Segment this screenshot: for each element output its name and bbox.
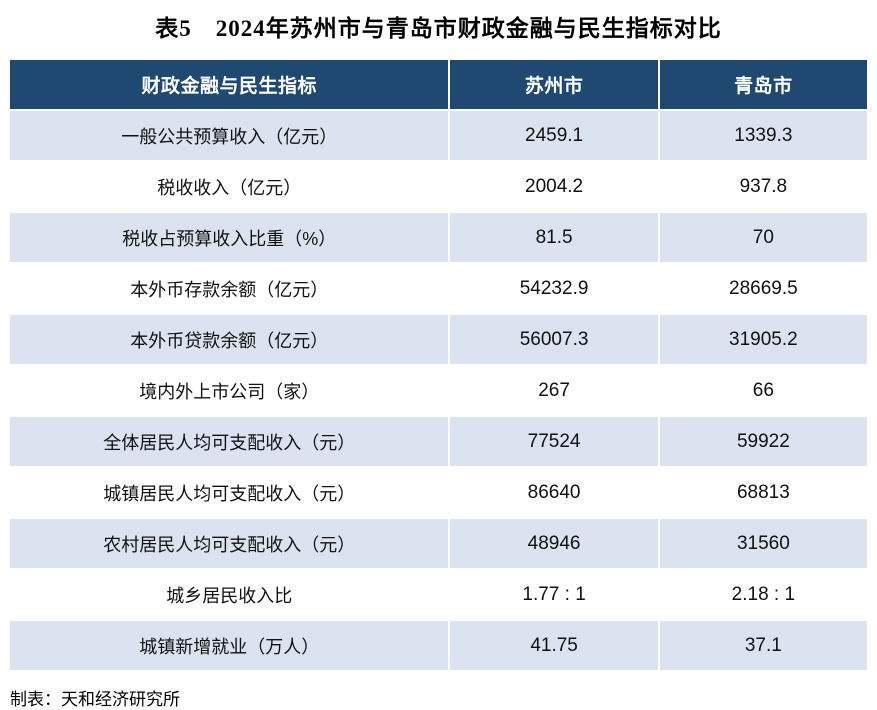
suzhou-value-cell: 2459.1 <box>450 111 658 160</box>
qingdao-value-cell: 37.1 <box>659 621 867 670</box>
table-row: 城镇新增就业（万人） 41.75 37.1 <box>10 621 867 670</box>
qingdao-value-cell: 66 <box>659 366 867 415</box>
table-row: 税收收入（亿元） 2004.2 937.8 <box>10 162 867 211</box>
qingdao-value-cell: 28669.5 <box>659 264 867 313</box>
header-qingdao: 青岛市 <box>659 60 867 109</box>
source-note: 制表：天和经济研究所 <box>10 690 180 709</box>
suzhou-value-cell: 2004.2 <box>450 162 658 211</box>
suzhou-value-cell: 1.77 : 1 <box>450 570 658 619</box>
row-label-cell: 本外币贷款余额（亿元） <box>10 315 449 364</box>
table-row: 农村居民人均可支配收入（元） 48946 31560 <box>10 519 867 568</box>
qingdao-value-cell: 59922 <box>659 417 867 466</box>
suzhou-value-cell: 267 <box>450 366 658 415</box>
table-row: 税收占预算收入比重（%） 81.5 70 <box>10 213 867 262</box>
row-label-cell: 税收收入（亿元） <box>10 162 449 211</box>
header-indicator: 财政金融与民生指标 <box>10 60 449 109</box>
row-label-cell: 本外币存款余额（亿元） <box>10 264 449 313</box>
suzhou-value-cell: 54232.9 <box>450 264 658 313</box>
header-suzhou: 苏州市 <box>450 60 658 109</box>
suzhou-value-cell: 48946 <box>450 519 658 568</box>
table-row: 本外币贷款余额（亿元） 56007.3 31905.2 <box>10 315 867 364</box>
row-label-cell: 一般公共预算收入（亿元） <box>10 111 449 160</box>
row-label-cell: 城镇居民人均可支配收入（元） <box>10 468 449 517</box>
qingdao-value-cell: 68813 <box>659 468 867 517</box>
suzhou-value-cell: 41.75 <box>450 621 658 670</box>
table-title: 表5 2024年苏州市与青岛市财政金融与民生指标对比 <box>155 16 722 41</box>
qingdao-value-cell: 31560 <box>659 519 867 568</box>
qingdao-value-cell: 70 <box>659 213 867 262</box>
suzhou-value-cell: 56007.3 <box>450 315 658 364</box>
qingdao-value-cell: 2.18 : 1 <box>659 570 867 619</box>
row-label-cell: 城乡居民收入比 <box>10 570 449 619</box>
qingdao-value-cell: 937.8 <box>659 162 867 211</box>
suzhou-value-cell: 81.5 <box>450 213 658 262</box>
table-header-row: 财政金融与民生指标 苏州市 青岛市 <box>10 60 867 109</box>
suzhou-value-cell: 86640 <box>450 468 658 517</box>
row-label-cell: 境内外上市公司（家） <box>10 366 449 415</box>
table-row: 城镇居民人均可支配收入（元） 86640 68813 <box>10 468 867 517</box>
suzhou-value-cell: 77524 <box>450 417 658 466</box>
row-label-cell: 税收占预算收入比重（%） <box>10 213 449 262</box>
table-row: 境内外上市公司（家） 267 66 <box>10 366 867 415</box>
table-row: 一般公共预算收入（亿元） 2459.1 1339.3 <box>10 111 867 160</box>
table-row: 全体居民人均可支配收入（元） 77524 59922 <box>10 417 867 466</box>
row-label-cell: 城镇新增就业（万人） <box>10 621 449 670</box>
table-row: 城乡居民收入比 1.77 : 1 2.18 : 1 <box>10 570 867 619</box>
qingdao-value-cell: 31905.2 <box>659 315 867 364</box>
comparison-table: 财政金融与民生指标 苏州市 青岛市 一般公共预算收入（亿元） 2459.1 13… <box>8 58 869 672</box>
qingdao-value-cell: 1339.3 <box>659 111 867 160</box>
row-label-cell: 农村居民人均可支配收入（元） <box>10 519 449 568</box>
table-row: 本外币存款余额（亿元） 54232.9 28669.5 <box>10 264 867 313</box>
row-label-cell: 全体居民人均可支配收入（元） <box>10 417 449 466</box>
